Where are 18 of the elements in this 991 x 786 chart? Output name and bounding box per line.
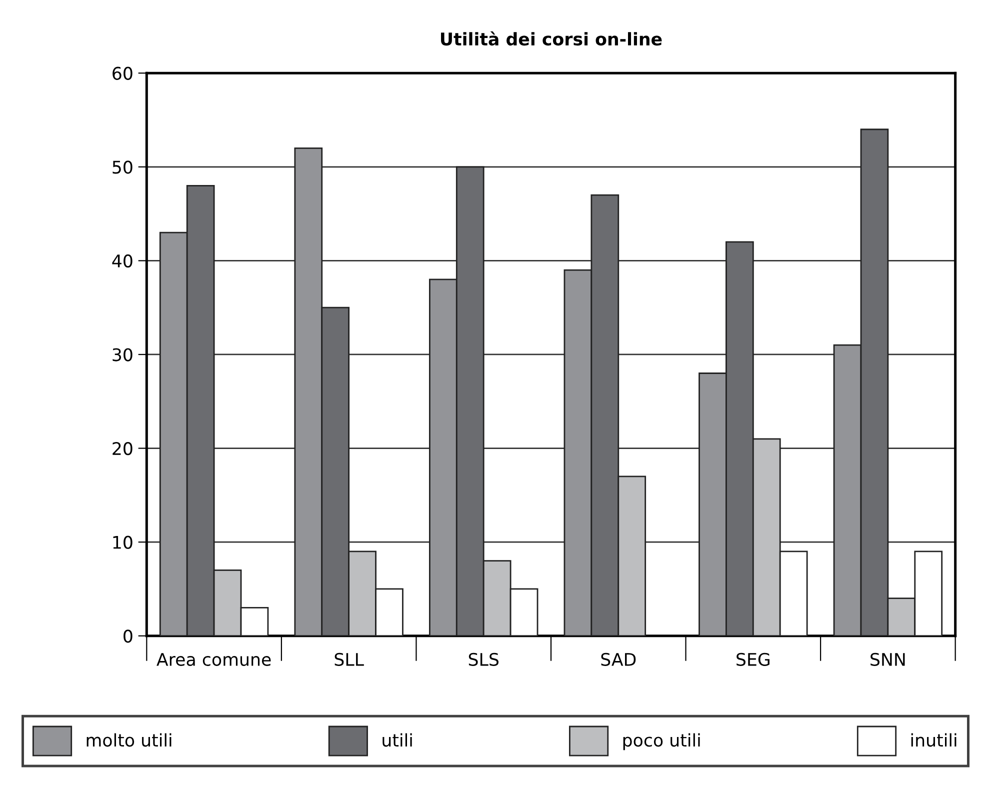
x-tick-label: SLS (468, 652, 498, 666)
y-tick-label: 30 (112, 348, 132, 362)
y-tick-label: 60 (112, 66, 132, 80)
y-tick-label: 20 (112, 442, 132, 456)
x-tick-label: SEG (736, 652, 770, 666)
y-tick-label: 10 (113, 536, 132, 549)
y-tick-label: 40 (112, 254, 132, 268)
y-tick-label: 0 (124, 630, 132, 643)
x-tick-label: SAD (601, 652, 636, 666)
legend-label: utili (382, 733, 412, 747)
x-tick-label: SNN (870, 652, 905, 666)
chart-title: Utilità dei corsi on-line (441, 31, 662, 46)
y-tick-label: 50 (112, 160, 132, 174)
legend-label: molto utili (86, 733, 172, 747)
x-tick-label: SLL (334, 652, 364, 666)
legend-label: inutili (911, 733, 956, 747)
legend-label: poco utili (623, 733, 700, 750)
x-tick-label: Area comune (156, 653, 271, 666)
